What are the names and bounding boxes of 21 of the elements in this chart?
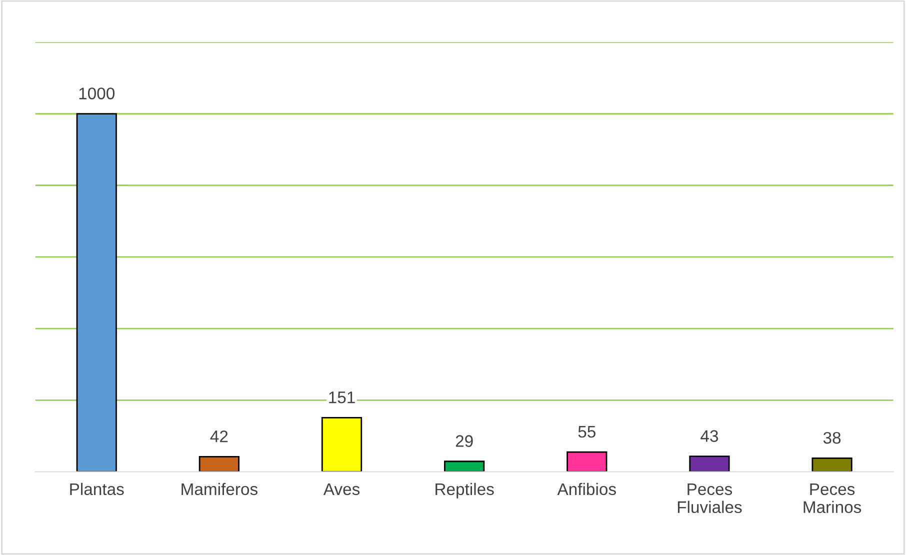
data-label: 43 — [700, 430, 718, 442]
bar — [198, 456, 240, 472]
data-label: 38 — [823, 432, 841, 444]
x-tick-label: Peces Marinos — [804, 483, 862, 514]
bar — [812, 457, 852, 472]
data-label: 1000 — [79, 88, 115, 100]
bar — [321, 417, 362, 472]
data-label: 151 — [329, 392, 355, 404]
data-label: 29 — [456, 435, 473, 447]
data-label: 42 — [210, 430, 228, 442]
x-tick-label: Mamiferos — [182, 482, 258, 496]
bar — [566, 451, 608, 472]
x-tick-label: Peces Fluviales — [678, 483, 742, 514]
x-tick-label: Aves — [323, 483, 360, 496]
bar — [444, 460, 485, 472]
x-tick-label: Anfibios — [557, 482, 616, 496]
bar — [689, 456, 730, 472]
x-tick-label: Reptiles — [436, 482, 494, 498]
data-label: 55 — [578, 426, 596, 438]
bar — [76, 113, 117, 472]
x-tick-label: Plantas — [70, 482, 124, 496]
